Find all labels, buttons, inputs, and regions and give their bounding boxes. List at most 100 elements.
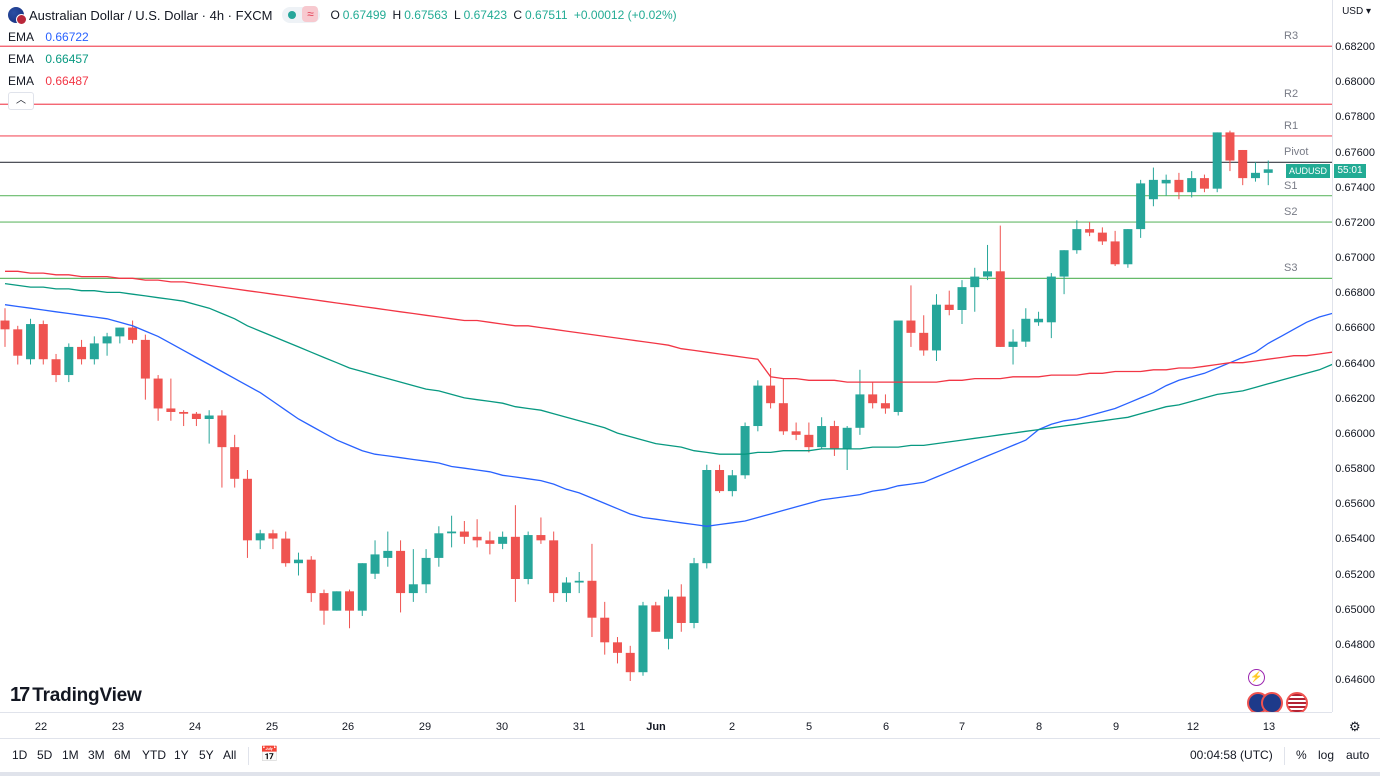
- log-scale-toggle[interactable]: log: [1318, 748, 1335, 762]
- candle-body: [1059, 250, 1069, 277]
- candle-body: [230, 447, 240, 479]
- range-1m-button[interactable]: 1M: [62, 748, 79, 762]
- time-axis[interactable]: 22 23 24 25 26 29 30 31 Jun 2 5 6 7 8 9 12 13: [0, 712, 1332, 739]
- price-tick-label: 0.64600: [1335, 674, 1375, 686]
- range-5y-button[interactable]: 5Y: [199, 748, 214, 762]
- calendar-range-icon[interactable]: 📅: [260, 746, 279, 763]
- collapse-legend-button[interactable]: ︿: [8, 92, 34, 110]
- usd-event-flag-icon[interactable]: [1286, 692, 1308, 712]
- utc-clock[interactable]: 00:04:58 (UTC): [1190, 748, 1273, 762]
- pivot-label-s1: S1: [1284, 179, 1298, 192]
- candle-body: [166, 408, 176, 412]
- symbol-title[interactable]: Australian Dollar / U.S. Dollar · 4h · F…: [29, 7, 273, 23]
- pivot-label-s3: S3: [1284, 262, 1298, 275]
- candle-body: [396, 550, 406, 594]
- candle-body: [64, 346, 74, 376]
- market-status-badge[interactable]: ≈: [282, 6, 321, 23]
- candle-body: [638, 605, 648, 673]
- candle-body: [983, 271, 993, 277]
- candle-body: [51, 359, 61, 376]
- candle-body: [510, 536, 520, 580]
- range-6m-button[interactable]: 6M: [114, 748, 131, 762]
- candle-body: [1110, 241, 1120, 265]
- candle-body: [1123, 229, 1133, 265]
- candle-body: [383, 550, 393, 558]
- candle-body: [753, 385, 763, 427]
- candle-body: [306, 559, 316, 594]
- auto-scale-toggle[interactable]: auto: [1346, 748, 1370, 762]
- candle-body: [1161, 179, 1171, 184]
- candle-body: [868, 394, 878, 404]
- candle-body: [1085, 229, 1095, 233]
- range-ytd-button[interactable]: YTD: [142, 748, 166, 762]
- price-tick-label: 0.66000: [1335, 427, 1375, 440]
- indicator-value: 0.66487: [45, 74, 89, 88]
- market-open-icon: [288, 11, 297, 19]
- currency-label[interactable]: USD ▾: [1342, 6, 1371, 17]
- range-all-button[interactable]: All: [223, 748, 237, 762]
- indicator-name: EMA: [8, 52, 35, 66]
- candle-body: [995, 271, 1005, 347]
- gear-icon[interactable]: ⚙: [1349, 719, 1361, 734]
- low-value: 0.67423: [463, 8, 508, 22]
- time-tick-label: 13: [1262, 721, 1276, 733]
- time-tick-label: 23: [111, 721, 125, 733]
- symbol-price-tag: AUDUSD: [1286, 164, 1330, 178]
- high-value: 0.67563: [404, 8, 448, 22]
- candle-body: [89, 343, 99, 360]
- candle-body: [727, 475, 737, 492]
- time-tick-label: 26: [341, 721, 355, 733]
- candle-body: [293, 559, 303, 564]
- range-5d-button[interactable]: 5D: [37, 748, 53, 762]
- candle-body: [651, 605, 661, 632]
- candle-body: [791, 431, 801, 435]
- toolbar-divider: [1284, 747, 1285, 765]
- candle-body: [255, 533, 265, 541]
- candle-body: [281, 538, 291, 564]
- time-tick-label: 8: [1035, 721, 1043, 733]
- range-3m-button[interactable]: 3M: [88, 748, 105, 762]
- price-tick-label: 0.68200: [1335, 41, 1375, 53]
- candle-body: [1136, 183, 1146, 230]
- candle-body: [600, 617, 610, 643]
- candle-body: [740, 426, 750, 476]
- time-tick-label: Jun: [646, 721, 666, 733]
- price-axis[interactable]: USD ▾ 0.68200 0.68000 0.67800 0.67600 0.6740…: [1332, 0, 1380, 712]
- indicator-legend-ema-3[interactable]: EMA 0.66487: [8, 74, 89, 88]
- ema-line-2: [4, 282, 1332, 455]
- candle-body: [1097, 232, 1107, 242]
- time-tick-label: 7: [958, 721, 966, 733]
- price-chart[interactable]: [0, 0, 1332, 712]
- candle-body: [587, 580, 597, 618]
- range-1y-button[interactable]: 1Y: [174, 748, 189, 762]
- candle-body: [1250, 172, 1260, 179]
- lightning-event-icon[interactable]: ⚡: [1248, 669, 1265, 686]
- candle-body: [829, 426, 839, 449]
- range-1d-button[interactable]: 1D: [12, 748, 28, 762]
- price-tick-label: 0.67600: [1335, 146, 1375, 159]
- countdown-price-tag: 55:01: [1334, 164, 1366, 178]
- percent-scale-toggle[interactable]: %: [1296, 748, 1307, 762]
- time-tick-label: 5: [805, 721, 813, 733]
- indicator-legend-ema-1[interactable]: EMA 0.66722: [8, 30, 89, 44]
- symbol-legend[interactable]: Australian Dollar / U.S. Dollar · 4h · F…: [8, 6, 680, 25]
- low-label: L: [453, 8, 461, 22]
- indicator-legend-ema-2[interactable]: EMA 0.66457: [8, 52, 89, 66]
- candle-body: [880, 403, 890, 409]
- time-tick-label: 2: [728, 721, 736, 733]
- candle-body: [485, 540, 495, 544]
- candle-body: [676, 596, 686, 623]
- price-tick-label: 0.66200: [1335, 392, 1375, 405]
- price-tick-label: 0.65800: [1335, 463, 1375, 475]
- indicator-value: 0.66457: [45, 52, 89, 66]
- candle-body: [1021, 318, 1031, 342]
- candle-body: [128, 327, 138, 340]
- tradingview-logo[interactable]: 17 TradingView: [10, 684, 142, 707]
- indicator-name: EMA: [8, 30, 35, 44]
- time-tick-label: 9: [1112, 721, 1120, 733]
- candle-body: [13, 329, 23, 356]
- aud-event-flag-icon[interactable]: [1261, 692, 1283, 712]
- chart-area[interactable]: Australian Dollar / U.S. Dollar · 4h · F…: [0, 0, 1332, 712]
- ema-line-3: [5, 270, 1332, 383]
- candle-body: [217, 415, 227, 448]
